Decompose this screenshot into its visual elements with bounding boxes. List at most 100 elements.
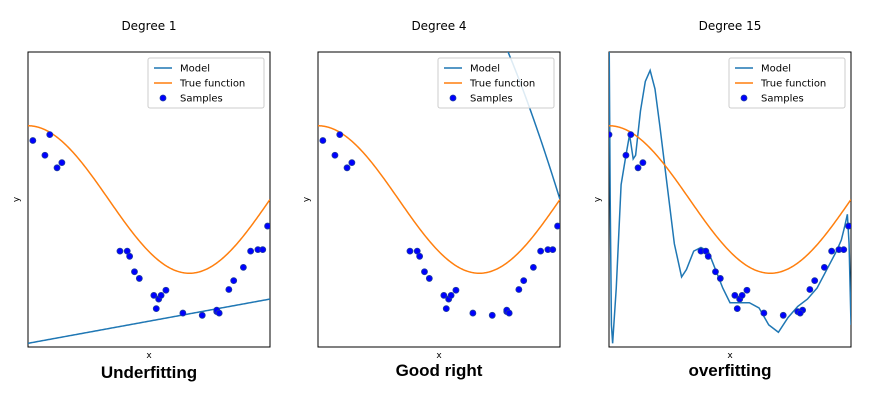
sample-point [135,275,143,282]
sample-point [53,164,61,172]
y-axis-label: y [12,196,22,202]
chart-title: Degree 1 [121,19,176,33]
sample-point [416,252,424,260]
sample-point [515,286,523,293]
sample-point [264,222,270,230]
chart-panel-1: Degree 1 x y Underfitting Model True function… [12,19,271,382]
sample-point [126,252,134,260]
sample-point [150,291,158,299]
legend-entry-model-label: Model [180,64,210,75]
sample-point [336,131,344,139]
sample-point [343,164,351,172]
y-axis-label: y [593,196,603,202]
sample-point [421,268,428,276]
sample-point [704,252,712,260]
panel-caption: Good right [396,361,483,380]
sample-point [779,311,787,319]
sample-point [29,137,37,144]
sample-point [259,246,267,254]
sample-point [425,275,433,282]
sample-point [348,159,356,167]
legend: Model True function Samples [728,57,846,109]
legend-entry-samples-swatch [449,94,457,102]
sample-point [230,277,238,285]
sample-point [442,305,450,313]
x-axis-label: x [146,351,152,361]
panel-caption: overfitting [688,361,771,380]
true-function-line [609,125,851,275]
sample-point [179,309,187,317]
sample-point [609,131,613,138]
sample-point [828,247,836,255]
sample-point [622,151,630,159]
sample-point [529,263,537,271]
sample-point [845,222,851,230]
sample-point [549,246,557,254]
sample-point [41,151,49,159]
sample-point [712,268,719,276]
sample-point [152,305,160,313]
sample-point [811,277,819,285]
legend-entry-samples-swatch [740,94,748,102]
sample-point [58,159,66,167]
legend-entry-model-label: Model [761,64,791,75]
y-axis-label: y [302,196,312,202]
plot-area [318,52,560,319]
sample-point [840,246,848,254]
sample-point [447,291,455,299]
legend-entry-true-function-label: True function [469,79,535,90]
panel-caption: Underfitting [101,363,197,382]
sample-point [319,137,327,144]
sample-point [733,305,741,313]
legend-entry-model-label: Model [470,64,500,75]
legend-box [437,57,555,109]
sample-point [225,286,233,293]
legend-box [147,57,265,109]
true-function-line [28,125,270,275]
sample-point [469,309,477,317]
sample-point [743,286,751,294]
sample-point [796,309,804,317]
chart-panel-2: Degree 4 x y Good right Model True function Sa… [302,19,561,380]
sample-point [116,247,124,255]
model-line [28,298,270,345]
chart-title: Degree 15 [699,19,762,33]
sample-point [162,286,170,294]
sample-point [406,247,414,255]
sample-point [537,247,545,255]
x-axis-label: x [727,351,733,361]
sample-point [505,309,513,317]
sample-point [627,131,635,139]
sample-point [639,159,647,167]
legend-entry-samples-label: Samples [180,94,223,105]
legend-entry-true-function-label: True function [179,79,245,90]
x-axis-label: x [436,351,442,361]
sample-point [131,268,138,276]
sample-point [198,311,206,319]
sample-point [157,291,165,299]
plot-area [609,52,851,344]
sample-point [634,164,642,172]
model-line [609,52,851,344]
sample-point [247,247,255,255]
sample-point [488,311,496,319]
legend-box [728,57,846,109]
sample-point [46,131,54,139]
sample-point [554,222,560,230]
legend-entry-samples-label: Samples [470,94,513,105]
sample-point [820,263,828,271]
sample-point [760,309,768,317]
sample-point [452,286,460,294]
sample-point [440,291,448,299]
sample-point [716,275,724,282]
plot-area [28,125,270,345]
sample-point [215,309,223,317]
legend-entry-samples-label: Samples [761,94,804,105]
true-function-line [318,125,560,275]
chart-panel-3: Degree 15 x y overfitting Model True function… [593,19,852,380]
sample-point [731,291,739,299]
legend: Model True function Samples [147,57,265,109]
sample-point [331,151,339,159]
sample-point [239,263,247,271]
